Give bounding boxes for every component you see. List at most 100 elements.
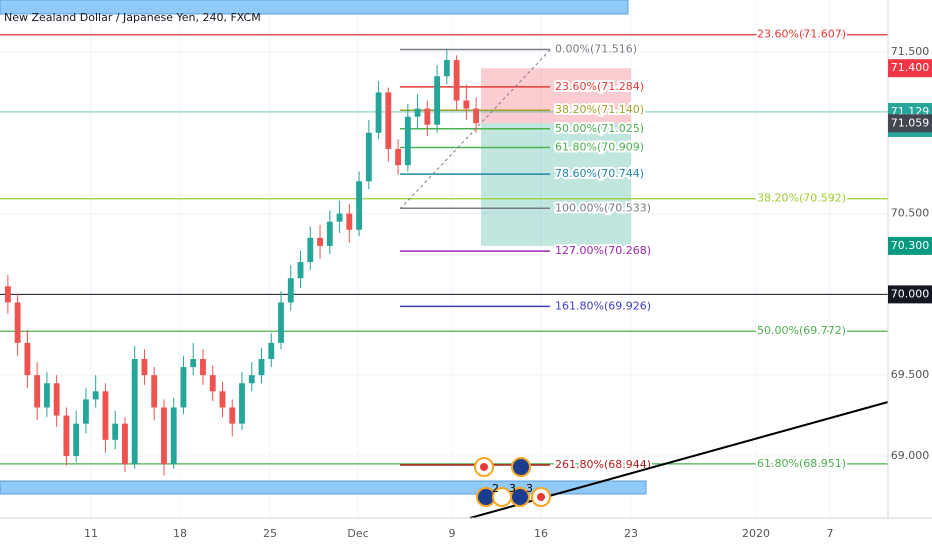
fib-label: 50.00%(71.025) — [555, 122, 644, 135]
x-tick-label: 9 — [449, 527, 456, 540]
fib-label: 161.80%(69.926) — [555, 299, 651, 312]
level-label: 38.20%(70.592) — [757, 192, 846, 205]
level-label: 23.60%(71.607) — [757, 28, 846, 41]
candle-body — [248, 375, 255, 384]
fib-label: 261.80%(68.944) — [555, 458, 651, 471]
candle-body — [151, 375, 158, 408]
candle-body — [14, 302, 21, 343]
price-label-bg — [888, 114, 932, 133]
candle-body — [180, 367, 187, 408]
candle-body — [170, 407, 177, 465]
y-tick-label: 69.000 — [891, 449, 930, 462]
candle-body — [453, 60, 460, 101]
plot: 23.60%(71.607) 38.20%(70.592) 50.00%(69.77… — [0, 26, 888, 476]
fib-label: 0.00%(71.516) — [555, 42, 637, 55]
event-count: 3 — [526, 482, 533, 495]
event-count: 2 — [492, 482, 499, 495]
fib-label: 100.00%(70.533) — [555, 201, 651, 214]
x-tick-label: Dec — [347, 527, 368, 540]
y-tick-label: 69.500 — [891, 368, 930, 381]
candle-body — [375, 92, 382, 133]
level-label: 50.00%(69.772) — [757, 324, 846, 337]
fib-label: 78.60%(70.744) — [555, 167, 644, 180]
candle-body — [122, 423, 128, 465]
grid — [0, 0, 888, 518]
zone-top — [0, 0, 629, 15]
fib-label: 127.00%(70.268) — [555, 244, 651, 257]
x-tick-label: 7 — [827, 527, 834, 540]
candle-body — [73, 423, 80, 456]
y-tick-label: 71.500 — [891, 45, 930, 58]
candle-body — [424, 108, 431, 125]
candle-body — [346, 213, 353, 230]
x-tick-label: 2020 — [742, 527, 770, 540]
candle-body — [443, 60, 450, 77]
price-label: 70.000 — [891, 287, 930, 300]
candle-body — [82, 399, 89, 424]
candle-body — [278, 302, 284, 343]
candle-body — [209, 375, 216, 392]
candle-body — [268, 342, 275, 360]
x-tick-label: 18 — [173, 527, 187, 540]
price-label: 71.400 — [891, 61, 930, 74]
candle-body — [4, 286, 11, 303]
candle-body — [34, 375, 41, 408]
candle-body — [404, 116, 411, 166]
price-label-bg — [888, 236, 932, 255]
candle-body — [258, 359, 265, 376]
candle-body — [161, 407, 167, 465]
candle-body — [307, 237, 314, 263]
candle-body — [112, 423, 119, 440]
level-label: 61.80%(68.951) — [757, 457, 846, 470]
x-tick-label: 16 — [534, 527, 548, 540]
price-axis-labels: 69.00069.50070.00070.50071.50071.40071.1… — [885, 45, 932, 462]
candle-body — [434, 76, 441, 125]
candle-body — [326, 221, 333, 246]
candle-body — [356, 181, 362, 230]
candle-body — [219, 391, 226, 408]
candle-body — [131, 359, 138, 465]
price-label-bg — [888, 285, 932, 304]
event-icon — [480, 463, 488, 471]
candle-body — [53, 383, 60, 416]
candle-body — [473, 108, 480, 124]
price-label-bg — [888, 59, 932, 78]
candle-body — [336, 213, 343, 222]
candle-body — [24, 342, 31, 376]
candle-body — [365, 132, 372, 182]
event-icon — [537, 493, 545, 501]
candle-body — [43, 383, 50, 408]
fib-label: 38.20%(71.140) — [555, 103, 644, 116]
candle-body — [102, 391, 109, 440]
event-icon — [510, 487, 530, 507]
candle-body — [92, 391, 99, 400]
candle-body — [463, 100, 470, 109]
candle-body — [190, 359, 197, 368]
event-count: 3 — [509, 482, 516, 495]
stop-zone — [481, 68, 631, 124]
fib-trend — [399, 49, 551, 210]
fib-label: 23.60%(71.284) — [555, 80, 644, 93]
x-tick-label: 23 — [624, 527, 638, 540]
candle-body — [297, 262, 304, 279]
price-label: 70.300 — [891, 239, 930, 252]
event-icons: 2 3 3 — [474, 457, 551, 507]
price-axis — [888, 0, 932, 550]
candle-body — [63, 415, 70, 456]
event-icon — [511, 457, 531, 477]
candle-body — [317, 237, 323, 246]
candle-body — [239, 383, 245, 424]
fib-label: 61.80%(70.909) — [555, 141, 644, 154]
candle-body — [200, 359, 206, 376]
x-tick-label: 11 — [84, 527, 98, 540]
candle-body — [395, 148, 402, 166]
target-zone — [481, 123, 631, 246]
candle-body — [414, 108, 421, 117]
candle-body — [385, 92, 392, 149]
candle-body — [287, 278, 294, 303]
candle-body — [141, 359, 148, 376]
x-tick-label: 25 — [263, 527, 277, 540]
candle-body — [229, 407, 236, 424]
y-tick-label: 70.500 — [891, 207, 930, 220]
